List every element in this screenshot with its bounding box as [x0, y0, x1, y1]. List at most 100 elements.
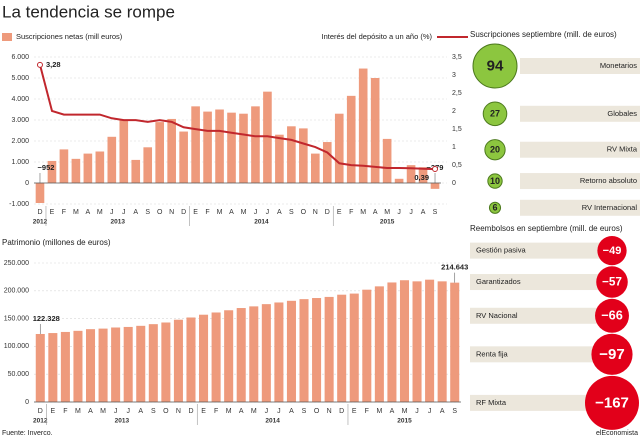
x-tick-label: M [402, 408, 408, 415]
bar [337, 294, 347, 402]
bubble-label: 94 [487, 57, 504, 74]
x-tick-label: F [62, 209, 66, 216]
chart-title: Reembolsos en septiembre (mill. de euros… [470, 224, 623, 233]
x-tick-label: D [339, 408, 344, 415]
bar [59, 149, 69, 183]
x-tick-label: D [37, 209, 42, 216]
brand: elEconomista [596, 430, 638, 437]
bar [95, 151, 105, 183]
bar [322, 142, 332, 183]
bar [399, 280, 410, 402]
bar [387, 282, 397, 402]
x-tick-label: A [390, 408, 395, 415]
x-tick-label: N [169, 209, 174, 216]
y2-tick-label: 2 [452, 108, 456, 115]
x-tick-label: A [86, 209, 91, 216]
x-tick-label: A [289, 408, 294, 415]
data-label: 122.328 [33, 314, 60, 323]
x-tick-label: O [157, 209, 163, 216]
x-tick-label: S [151, 408, 156, 415]
bar [412, 281, 422, 402]
x-tick-label: S [433, 209, 438, 216]
row-band [520, 199, 640, 216]
y-tick-label: 0 [25, 399, 29, 406]
bubble-label: −97 [599, 346, 624, 363]
bar [236, 308, 246, 402]
line-point [36, 61, 43, 68]
x-tick-label: F [63, 408, 67, 415]
year-label: 2012 [33, 219, 48, 226]
x-tick-label: N [327, 408, 332, 415]
y-tick-label: 0 [25, 180, 29, 187]
x-tick-label: S [452, 408, 457, 415]
bar [358, 68, 368, 183]
bar [394, 178, 404, 183]
row-band [470, 307, 610, 324]
bar [119, 120, 129, 183]
data-label: 3,28 [46, 60, 61, 69]
bar [286, 300, 296, 402]
y2-tick-label: 0,5 [452, 162, 462, 169]
bar [299, 128, 308, 183]
bubble-label: 20 [490, 145, 500, 155]
x-tick-label: J [266, 209, 270, 216]
x-tick-label: M [97, 209, 103, 216]
bubble [585, 375, 639, 430]
bar [173, 319, 183, 402]
main-title: La tendencia se rompe [2, 2, 175, 21]
year-label: 2014 [254, 219, 269, 226]
bar [261, 304, 271, 402]
bubble [487, 173, 503, 189]
bubble-label: −66 [601, 309, 623, 323]
y-tick-label: 5.000 [11, 75, 29, 82]
legend-swatch [2, 33, 12, 41]
row-band [470, 394, 610, 411]
row-band [520, 58, 640, 74]
year-label: 2013 [115, 418, 130, 425]
x-tick-label: J [277, 408, 281, 415]
bar [263, 91, 272, 183]
bar [275, 134, 284, 183]
bar [324, 296, 334, 402]
y-tick-label: 6.000 [11, 54, 29, 61]
y-tick-label: 250.000 [4, 260, 29, 267]
year-label: 2012 [33, 418, 48, 425]
bar [430, 183, 440, 189]
y-tick-label: 100.000 [4, 343, 29, 350]
x-tick-label: A [133, 209, 138, 216]
bar [136, 325, 146, 402]
bar [73, 330, 83, 402]
bar [249, 306, 259, 402]
bubble-label: 6 [492, 203, 497, 213]
y2-tick-label: 3 [452, 72, 456, 79]
year-label: 2014 [265, 418, 280, 425]
bar [370, 78, 380, 183]
data-label: −952 [38, 163, 55, 172]
bar [83, 153, 93, 183]
legend-label: Suscripciones netas (mill euros) [16, 32, 123, 41]
bubble [488, 201, 502, 214]
row-band [520, 173, 640, 190]
bar [203, 111, 212, 183]
x-tick-label: N [176, 408, 181, 415]
x-tick-label: D [188, 408, 193, 415]
x-tick-label: J [114, 408, 118, 415]
data-label: 0,39 [414, 173, 429, 182]
row-label: RV Nacional [476, 311, 518, 320]
bubble [591, 333, 633, 375]
x-tick-label: A [229, 209, 234, 216]
row-label: Renta fija [476, 349, 509, 358]
x-tick-label: O [163, 408, 169, 415]
bar [274, 302, 284, 402]
bar [299, 299, 309, 402]
x-tick-label: F [205, 209, 209, 216]
x-tick-label: A [138, 408, 143, 415]
bubble-label: −57 [602, 275, 622, 289]
x-tick-label: F [365, 408, 369, 415]
chart-title: Suscripciones septiembre (mill. de euros… [470, 30, 617, 39]
x-tick-label: M [217, 209, 223, 216]
data-label: 214.643 [441, 263, 468, 272]
x-tick-label: M [251, 408, 257, 415]
x-tick-label: F [214, 408, 218, 415]
bar [131, 159, 141, 183]
